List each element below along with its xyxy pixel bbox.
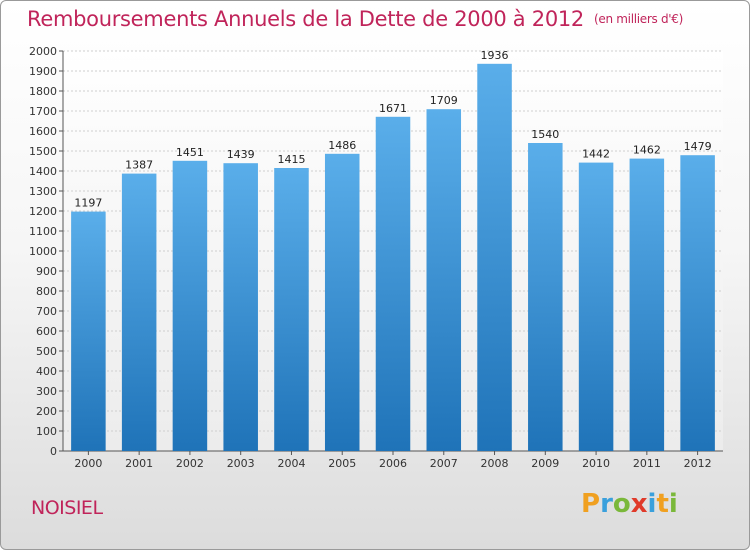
- logo-letter: x: [630, 489, 648, 519]
- x-tick-label-2006: 2006: [379, 457, 407, 470]
- x-tick-label-2009: 2009: [531, 457, 559, 470]
- x-tick-label-2003: 2003: [227, 457, 255, 470]
- bar-2010: [578, 162, 614, 451]
- y-tick-label: 900: [36, 265, 57, 278]
- proxiti-logo: Proxiti: [581, 489, 678, 519]
- y-tick-label: 1100: [29, 225, 57, 238]
- y-tick-label: 1300: [29, 185, 57, 198]
- y-tick-label: 1000: [29, 245, 57, 258]
- data-label-2012: 1479: [684, 140, 712, 153]
- y-tick-label: 300: [36, 385, 57, 398]
- x-tick-label-2008: 2008: [481, 457, 509, 470]
- bar-2000: [71, 211, 106, 451]
- y-tick-label: 2000: [29, 45, 57, 58]
- data-label-2007: 1709: [430, 94, 458, 107]
- data-label-2002: 1451: [176, 146, 204, 159]
- x-tick-label-2010: 2010: [582, 457, 610, 470]
- bar-2012: [680, 155, 715, 451]
- x-tick-label-2001: 2001: [125, 457, 153, 470]
- data-label-2005: 1486: [328, 139, 356, 152]
- logo-letter: P: [581, 489, 601, 519]
- x-tick-label-2007: 2007: [430, 457, 458, 470]
- x-tick-label-2012: 2012: [684, 457, 712, 470]
- bar-2003: [223, 163, 258, 451]
- bar-2011: [629, 158, 665, 451]
- bar-2008: [477, 63, 512, 452]
- y-tick-label: 100: [36, 425, 57, 438]
- data-label-2004: 1415: [277, 153, 305, 166]
- logo-letter: t: [656, 489, 669, 519]
- x-tick-label-2011: 2011: [633, 457, 661, 470]
- bar-2004: [274, 168, 309, 451]
- y-tick-label: 600: [36, 325, 57, 338]
- y-tick-label: 0: [50, 445, 57, 458]
- data-label-2009: 1540: [531, 128, 559, 141]
- bar-2005: [324, 153, 360, 452]
- y-tick-label: 1200: [29, 205, 57, 218]
- logo-letter: i: [647, 489, 657, 519]
- x-tick-label-2005: 2005: [328, 457, 356, 470]
- y-tick-label: 700: [36, 305, 57, 318]
- data-label-2010: 1442: [582, 148, 610, 161]
- y-tick-label: 200: [36, 405, 57, 418]
- y-tick-label: 1400: [29, 165, 57, 178]
- bar-2001: [121, 173, 157, 451]
- logo-letter: i: [668, 489, 678, 519]
- chart-title: Remboursements Annuels de la Dette de 20…: [27, 7, 684, 31]
- x-tick-label-2002: 2002: [176, 457, 204, 470]
- data-label-2011: 1462: [633, 144, 661, 157]
- y-tick-label: 1900: [29, 65, 57, 78]
- bar-2009: [528, 143, 563, 451]
- y-tick-label: 1600: [29, 125, 57, 138]
- logo-letter: o: [612, 489, 631, 519]
- x-tick-label-2004: 2004: [277, 457, 305, 470]
- y-tick-label: 800: [36, 285, 57, 298]
- y-tick-label: 1700: [29, 105, 57, 118]
- y-tick-label: 400: [36, 365, 57, 378]
- y-tick-label: 500: [36, 345, 57, 358]
- bar-2006: [375, 116, 411, 452]
- bar-2007: [426, 109, 462, 451]
- data-label-2000: 1197: [74, 197, 102, 210]
- y-tick-label: 1800: [29, 85, 57, 98]
- data-label-2001: 1387: [125, 159, 153, 172]
- y-tick-label: 1500: [29, 145, 57, 158]
- bar-chart: 0 100 200 300 400 500 600 700 800 900 1000 1100 1200…: [29, 45, 723, 470]
- x-tick-label-2000: 2000: [74, 457, 102, 470]
- data-label-2006: 1671: [379, 102, 407, 115]
- commune-name: NOISIEL: [31, 497, 103, 519]
- data-label-2008: 1936: [481, 49, 509, 62]
- logo-letter: r: [600, 489, 613, 519]
- bar-2002: [172, 160, 208, 452]
- data-label-2003: 1439: [227, 148, 255, 161]
- chart-subtitle: (en milliers d'€): [594, 12, 684, 26]
